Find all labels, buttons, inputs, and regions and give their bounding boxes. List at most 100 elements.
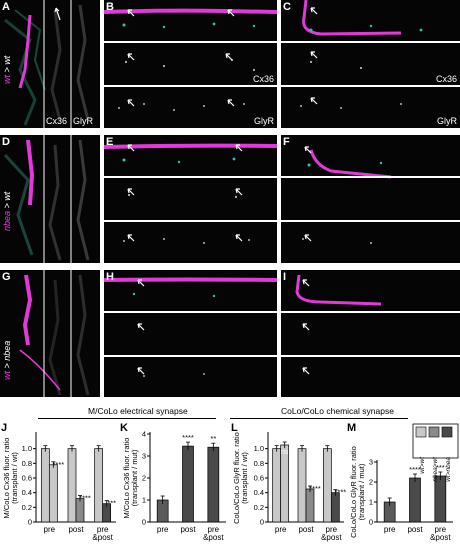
x-tick-label: pre &post bbox=[203, 525, 224, 542]
bar bbox=[40, 448, 50, 523]
panel-h-image bbox=[104, 270, 277, 397]
panel-d-image bbox=[0, 135, 100, 263]
y-tick-label: 1 bbox=[142, 496, 146, 505]
significance-marker: **** bbox=[52, 460, 64, 469]
panel-a-image bbox=[0, 0, 100, 128]
y-tick-label: 0.6 bbox=[254, 474, 264, 483]
y-tick-label: 2 bbox=[369, 478, 373, 487]
significance-marker: **** bbox=[334, 488, 346, 497]
y-tick-label: 4 bbox=[142, 430, 146, 439]
chart-j: M/CoLo Cx36 fluor. ratio(transplant / wt… bbox=[2, 432, 116, 542]
y-tick-label: 3 bbox=[142, 452, 146, 461]
section-title-chemical: CoLo/CoLo chemical synapse bbox=[281, 406, 394, 416]
panel-d: D nbea > wt bbox=[0, 135, 100, 263]
y-tick-label: 1.0 bbox=[22, 444, 32, 453]
panel-c-cx36-label: Cx36 bbox=[435, 74, 457, 84]
chart-l: CoLo/CoLo GlyR fluor. ratio(transplant /… bbox=[232, 432, 346, 542]
bar bbox=[48, 464, 58, 523]
panel-a-cx36-label: Cx36 bbox=[46, 116, 68, 126]
chart-l-label: L bbox=[231, 422, 238, 434]
panel-h: H bbox=[104, 270, 277, 397]
panel-b-image bbox=[104, 0, 277, 128]
y-axis-label: M/CoLo Cx36 fluor. ratio(transplant / wt… bbox=[2, 438, 19, 519]
panel-d-label: D bbox=[2, 136, 10, 148]
bar bbox=[207, 446, 220, 523]
bar bbox=[322, 448, 332, 523]
bar bbox=[305, 488, 315, 523]
bar bbox=[182, 445, 194, 523]
legend-swatch bbox=[415, 426, 427, 438]
panel-i: I bbox=[281, 270, 460, 397]
panel-e-label: E bbox=[106, 136, 114, 148]
x-tick-label: pre bbox=[275, 525, 287, 534]
y-tick-label: 0.4 bbox=[254, 488, 264, 497]
y-tick-label: 0 bbox=[28, 518, 32, 527]
x-tick-label: pre &post bbox=[430, 525, 451, 542]
chart-m: CoLo/CoLo GlyR fluor. ratio(transplant /… bbox=[349, 423, 459, 542]
panel-a-glyr-label: GlyR bbox=[73, 116, 93, 126]
y-tick-label: 3 bbox=[369, 458, 373, 467]
y-tick-label: 0 bbox=[369, 518, 373, 527]
panel-a-label: A bbox=[2, 1, 10, 13]
bar bbox=[330, 492, 340, 523]
panel-f: F bbox=[281, 135, 460, 263]
bar bbox=[272, 448, 282, 523]
section-divider-left bbox=[38, 418, 216, 419]
panel-f-image bbox=[281, 135, 460, 263]
y-tick-label: 0.2 bbox=[22, 503, 32, 512]
chart-j-label: J bbox=[1, 422, 8, 434]
y-axis-label: CoLo/CoLo GlyR fluor. ratio(transplant /… bbox=[349, 446, 366, 538]
legend-label: wt>wt bbox=[419, 456, 426, 474]
x-tick-label: post bbox=[68, 525, 84, 534]
panel-h-label: H bbox=[106, 271, 114, 283]
significance-marker: **** bbox=[182, 433, 194, 442]
panel-g-image bbox=[0, 270, 100, 397]
section-divider-right bbox=[230, 418, 408, 419]
y-tick-label: 0.8 bbox=[254, 459, 264, 468]
significance-marker: *** bbox=[436, 463, 445, 472]
significance-marker: ** bbox=[210, 434, 216, 443]
panel-c-image bbox=[281, 0, 460, 128]
panel-a-genotype: wt > wt bbox=[2, 55, 12, 84]
x-tick-label: post bbox=[298, 525, 314, 534]
legend-label: nbea>wt bbox=[432, 456, 439, 482]
significance-marker: ns bbox=[281, 449, 289, 456]
bar bbox=[297, 448, 307, 523]
y-tick-label: 1 bbox=[369, 498, 373, 507]
bar bbox=[67, 448, 77, 523]
chart-k-label: K bbox=[120, 422, 128, 434]
panel-b-label: B bbox=[106, 1, 114, 13]
legend-label: wt>nbea bbox=[445, 457, 452, 482]
significance-marker: *** bbox=[107, 499, 116, 508]
panel-i-label: I bbox=[283, 271, 287, 283]
chart-k: M/CoLo Cx36 fluor. ratio(transplant / mu… bbox=[122, 430, 226, 542]
panel-a: A Cx36 GlyR wt > wt bbox=[0, 0, 100, 128]
bar bbox=[434, 475, 447, 523]
y-axis-label: M/CoLo Cx36 fluor. ratio(transplant / mu… bbox=[122, 438, 139, 519]
y-tick-label: 2 bbox=[142, 474, 146, 483]
panel-b-cx36-label: Cx36 bbox=[252, 74, 274, 84]
section-title-electrical: M/CoLo electrical synapse bbox=[88, 406, 188, 416]
x-tick-label: post bbox=[180, 525, 196, 534]
y-tick-label: 0 bbox=[142, 518, 146, 527]
y-tick-label: 0.6 bbox=[22, 474, 32, 483]
significance-marker: **** bbox=[79, 494, 91, 503]
panel-b-glyr-label: GlyR bbox=[254, 116, 274, 126]
chart-m-label: M bbox=[347, 422, 357, 434]
panel-e: E bbox=[104, 135, 277, 263]
x-tick-label: pre &post bbox=[321, 525, 342, 542]
bar bbox=[94, 448, 104, 523]
legend-swatch bbox=[428, 426, 440, 438]
x-tick-label: post bbox=[407, 525, 423, 534]
legend-swatch bbox=[441, 426, 453, 438]
panel-g-genotype: wt > nbea bbox=[2, 340, 12, 380]
y-tick-label: 1.0 bbox=[254, 444, 264, 453]
panel-c: C Cx36 GlyR bbox=[281, 0, 460, 128]
bar bbox=[409, 477, 421, 523]
y-tick-label: 0 bbox=[260, 518, 264, 527]
panel-b: B Cx36 GlyR bbox=[104, 0, 277, 128]
panel-d-genotype: nbea > wt bbox=[2, 191, 12, 231]
x-tick-label: pre bbox=[384, 525, 396, 534]
significance-marker: **** bbox=[409, 465, 421, 474]
panel-i-image bbox=[281, 270, 460, 397]
